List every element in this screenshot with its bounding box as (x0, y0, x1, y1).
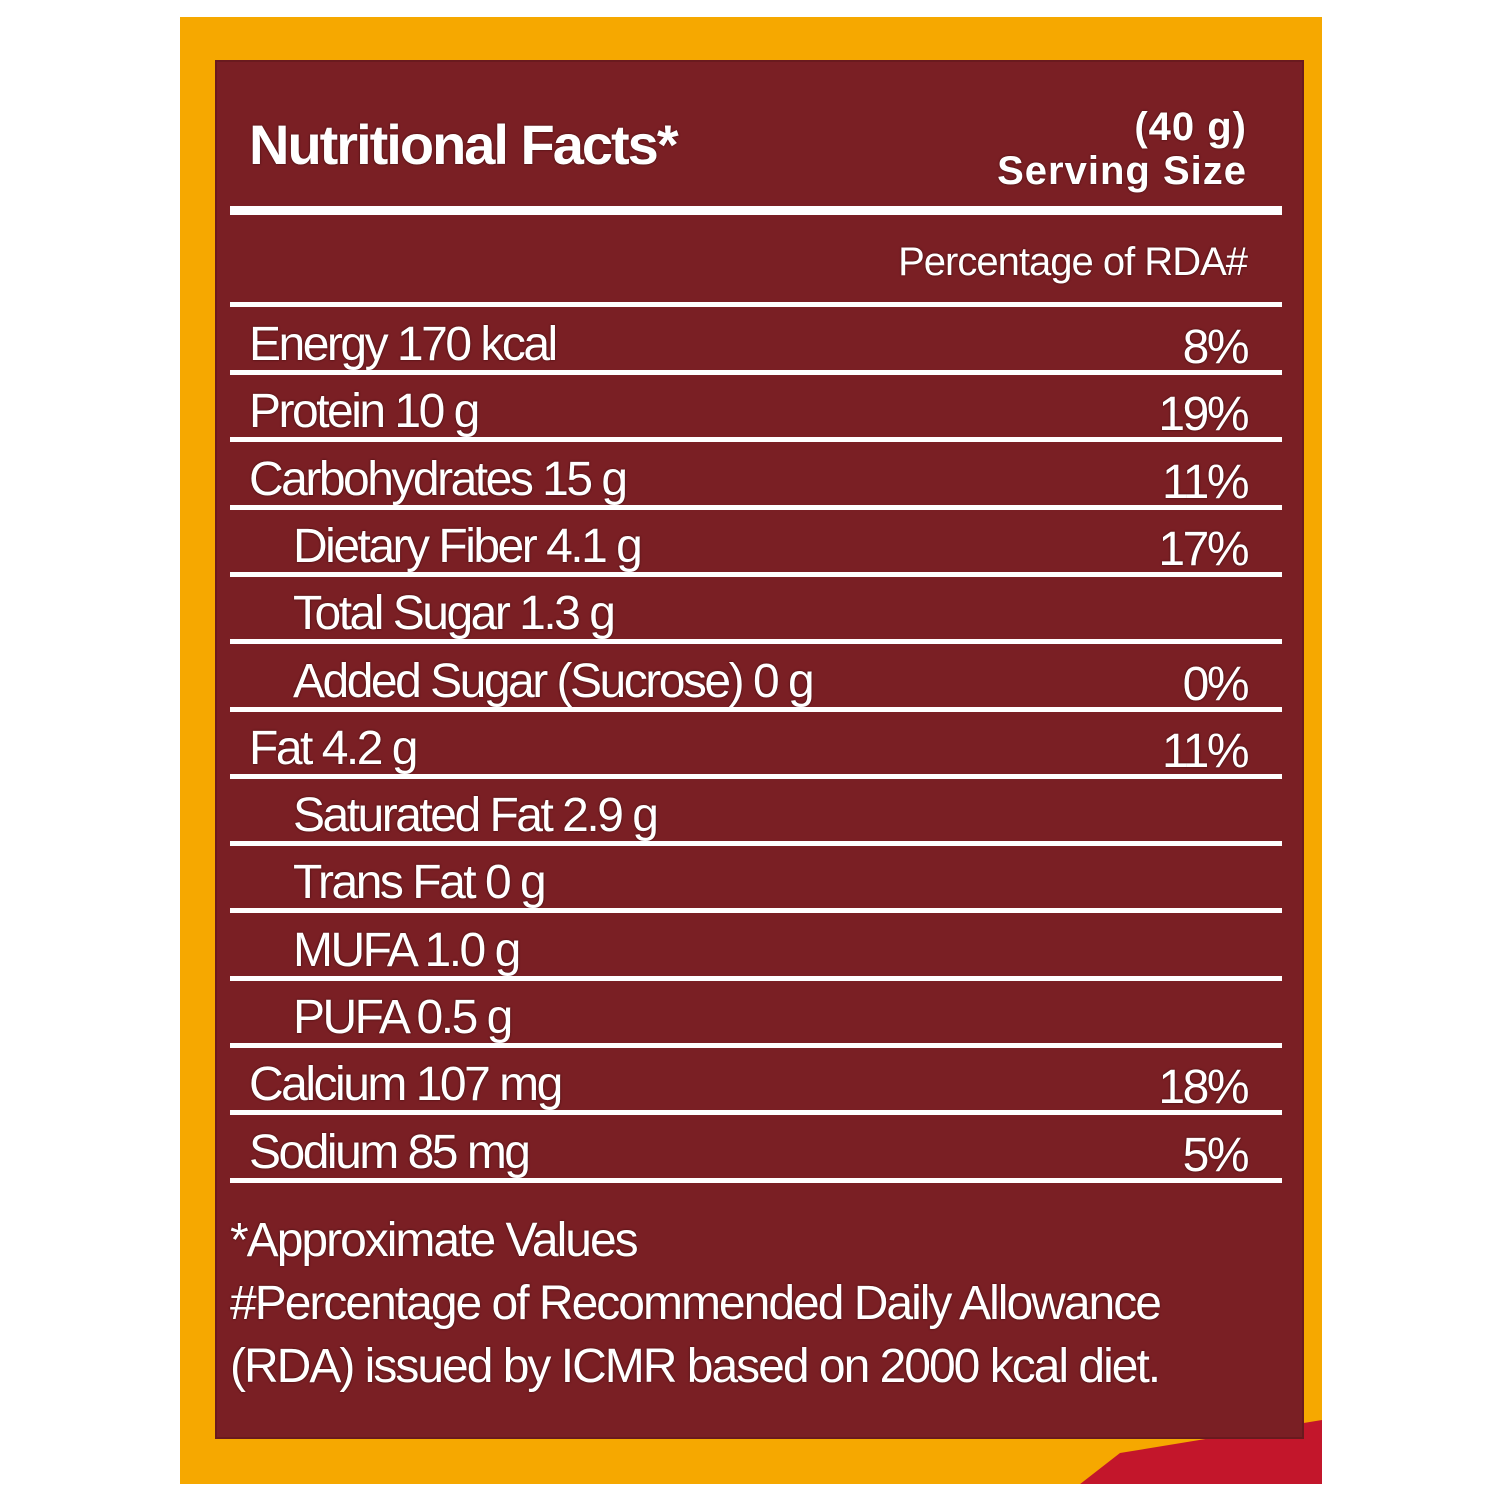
table-row: Trans Fat 0 g (217, 846, 1302, 914)
table-row: Added Sugar (Sucrose) 0 g 0% (217, 645, 1302, 712)
nutrient-name: PUFA 0.5 g (293, 991, 513, 1044)
divider (230, 908, 1282, 914)
table-row: PUFA 0.5 g (217, 981, 1302, 1048)
table-row: Fat 4.2 g 11% (217, 712, 1302, 779)
footnote-approx: *Approximate Values (230, 1214, 639, 1267)
divider (230, 1043, 1282, 1048)
divider (230, 571, 1282, 577)
nutrient-name: Saturated Fat 2.9 g (293, 789, 659, 843)
serving-size-label: Serving Size (997, 149, 1247, 193)
table-row: Calcium 107 mg 18% (217, 1048, 1302, 1116)
nutrient-name: Calcium 107 mg (249, 1058, 563, 1112)
table-row: MUFA 1.0 g (217, 914, 1302, 981)
footnote-rda-line2: (RDA) issued by ICMR based on 2000 kcal … (230, 1340, 1161, 1393)
nutrient-rda-percent: 11% (1161, 455, 1250, 509)
table-row: Energy 170 kcal 8% (217, 308, 1302, 375)
divider (230, 206, 1282, 215)
nutrient-rda-percent: 18% (1158, 1061, 1249, 1115)
table-row: Carbohydrates 15 g 11% (217, 443, 1302, 510)
rda-column-header: Percentage of RDA# (898, 240, 1248, 284)
nutrient-rda-percent: 17% (1158, 522, 1249, 576)
table-row: Sodium 85 mg 5% (217, 1116, 1302, 1183)
panel-title: Nutritional Facts* (249, 113, 679, 176)
table-row: Total Sugar 1.3 g (217, 577, 1302, 645)
nutrient-name: Carbohydrates 15 g (249, 452, 628, 506)
nutrient-rda-percent: 0% (1182, 657, 1250, 711)
divider (230, 1177, 1282, 1183)
table-row: Protein 10 g 19% (217, 375, 1302, 443)
divider (230, 1110, 1282, 1116)
divider (230, 773, 1282, 779)
nutrient-name: Trans Fat 0 g (293, 856, 547, 910)
nutrient-name: Protein 10 g (249, 385, 480, 439)
divider (230, 302, 1282, 307)
divider (230, 975, 1282, 981)
divider (230, 706, 1282, 712)
divider (230, 504, 1282, 510)
nutrient-name: Added Sugar (Sucrose) 0 g (293, 654, 815, 708)
serving-amount: (40 g) (1134, 105, 1247, 149)
divider (230, 841, 1282, 847)
divider (230, 370, 1282, 375)
nutrient-name: Energy 170 kcal (249, 318, 558, 371)
nutrient-name: Sodium 85 mg (249, 1125, 531, 1179)
table-row: Dietary Fiber 4.1 g 17% (217, 510, 1302, 577)
nutrient-name: Dietary Fiber 4.1 g (293, 519, 643, 573)
nutrient-rda-percent: 19% (1158, 388, 1249, 442)
label-frame: Nutritional Facts* (40 g) Serving Size P… (180, 17, 1322, 1484)
divider (230, 437, 1282, 443)
divider (230, 639, 1282, 645)
nutrient-rda-percent: 11% (1161, 724, 1250, 778)
table-row: Saturated Fat 2.9 g (217, 779, 1302, 847)
nutrient-name: MUFA 1.0 g (293, 923, 521, 977)
nutrient-rda-percent: 5% (1182, 1128, 1250, 1182)
nutrition-facts-panel: Nutritional Facts* (40 g) Serving Size P… (217, 62, 1302, 1437)
nutrient-name: Total Sugar 1.3 g (293, 587, 616, 641)
nutrient-name: Fat 4.2 g (249, 721, 418, 775)
nutrient-rda-percent: 8% (1182, 321, 1250, 374)
footnote-rda-line1: #Percentage of Recommended Daily Allowan… (230, 1277, 1162, 1330)
